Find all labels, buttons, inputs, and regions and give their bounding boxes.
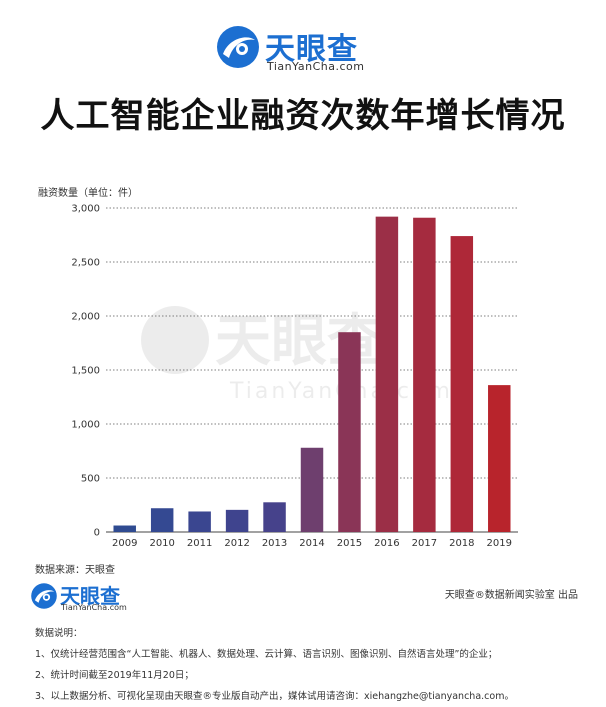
y-tick-label: 2,500 (71, 258, 100, 269)
note-item: 1、仅统计经营范围含“人工智能、机器人、数据处理、云计算、语言识别、图像识别、自… (35, 649, 498, 660)
bar-2017 (413, 217, 436, 532)
x-tick-label: 2015 (337, 538, 362, 549)
bar-2016 (375, 216, 399, 532)
x-tick-label: 2010 (149, 538, 174, 549)
x-tick-label: 2014 (299, 538, 324, 549)
bar-chart: 天眼查 TianYanCha.com 融资数量（单位：件） 0 500 1,000 1… (38, 186, 518, 549)
data-notes: 数据说明： 1、仅统计经营范围含“人工智能、机器人、数据处理、云计算、语言识别、… (35, 623, 595, 707)
x-tick-label: 2009 (112, 538, 137, 549)
bar-2018 (450, 236, 474, 532)
note-item: 3、以上数据分析、可视化呈现由天眼查®专业版自动产出，媒体试用请咨询：xieha… (35, 691, 514, 702)
y-tick-label: 2,000 (71, 312, 100, 323)
y-tick-label: 0 (94, 528, 100, 539)
brand-name-en: TianYanCha.com (61, 603, 127, 612)
y-tick-label: 3,000 (71, 204, 100, 215)
x-tick-label: 2017 (412, 538, 437, 549)
y-axis-label: 融资数量（单位：件） (38, 186, 138, 199)
watermark: 天眼查 TianYanCha.com (141, 306, 450, 404)
brand-name-cn: 天眼查 (60, 584, 120, 608)
bar-2013 (263, 502, 286, 532)
x-tick-label: 2013 (262, 538, 287, 549)
y-tick-label: 1,000 (71, 420, 100, 431)
bar-2015 (338, 332, 361, 532)
x-tick-label: 2019 (487, 538, 512, 549)
brand-logo-bottom: 天眼查 TianYanCha.com (30, 580, 160, 614)
x-tick-label: 2018 (449, 538, 474, 549)
x-tick-label: 2012 (224, 538, 249, 549)
bar-2012 (225, 509, 249, 532)
bar-2011 (188, 511, 211, 532)
y-ticks: 0 500 1,000 1,500 2,000 2,500 3,000 (71, 204, 100, 539)
eye-logo-icon (217, 26, 259, 68)
x-tick-label: 2016 (374, 538, 399, 549)
notes-heading: 数据说明： (35, 628, 83, 639)
data-source: 数据来源：天眼查 (35, 565, 115, 576)
bar-2010 (150, 508, 174, 532)
brand-name-en: TianYanCha.com (267, 60, 365, 73)
y-tick-label: 1,500 (71, 366, 100, 377)
brand-logo-top: 天眼查 TianYanCha.com (215, 22, 395, 76)
bar-2019 (488, 385, 511, 532)
brand-name-cn: 天眼查 (265, 32, 358, 67)
x-tick-label: 2011 (187, 538, 212, 549)
page-title: 人工智能企业融资次数年增长情况 (40, 96, 566, 136)
bar-2014 (300, 447, 324, 532)
bar-2009 (113, 525, 136, 532)
bars (113, 216, 511, 532)
producer-credit: 天眼查®数据新闻实验室 出品 (444, 590, 578, 601)
eye-logo-icon (31, 583, 57, 609)
y-tick-label: 500 (81, 474, 100, 485)
x-ticks: 2009 2010 2011 2012 2013 2014 2015 2016 2017 2018… (112, 538, 512, 549)
note-item: 2、统计时间截至2019年11月20日； (35, 670, 194, 681)
